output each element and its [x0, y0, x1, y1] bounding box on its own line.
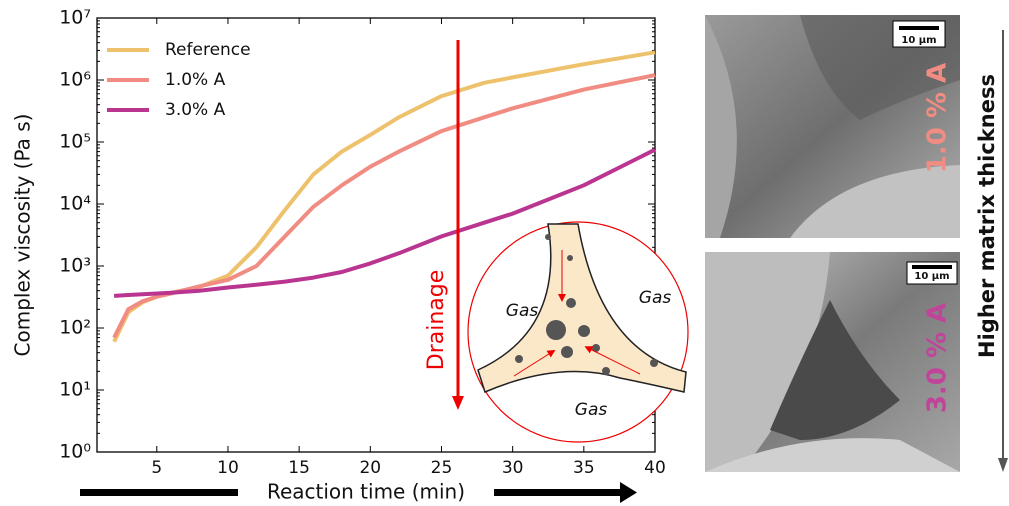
x-tick-label: 20 — [359, 458, 381, 478]
scale-bar-label: 10 µm — [914, 271, 949, 282]
x-tick-label: 15 — [288, 458, 310, 478]
inclusion — [578, 325, 590, 337]
plot-frame — [96, 17, 656, 453]
inclusion — [546, 320, 566, 340]
inclusion — [567, 255, 573, 261]
time-arrow-head — [620, 482, 637, 503]
series-line — [112, 73, 656, 339]
inset-label: Gas — [639, 288, 672, 308]
series-line — [113, 147, 656, 298]
inclusion — [602, 367, 610, 375]
y-tick-label: 10² — [59, 317, 91, 339]
flow-arrow — [513, 349, 556, 377]
inclusion — [515, 355, 523, 363]
y-tick-label: 10¹ — [59, 379, 91, 401]
image-label: 1.0 % A — [923, 63, 953, 173]
image-label: 3.0 % A — [923, 303, 953, 413]
time-arrow — [494, 489, 622, 496]
time-arrow-tail — [80, 489, 238, 496]
sem-image-1 — [705, 15, 960, 238]
legend-label: Reference — [165, 40, 251, 60]
side-label: Higher matrix thickness — [975, 74, 999, 358]
x-tick-label: 25 — [431, 458, 453, 478]
y-tick-label: 10⁷ — [59, 7, 91, 29]
inclusion — [566, 298, 576, 308]
y-tick-label: 10⁵ — [59, 131, 91, 153]
x-tick-label: 35 — [573, 458, 595, 478]
legend-label: 3.0% A — [165, 100, 226, 120]
annotation: Drainage — [424, 270, 449, 371]
y-tick-label: 10³ — [59, 255, 91, 277]
drainage-arrow-head — [452, 396, 464, 410]
y-tick-label: 10⁶ — [59, 69, 91, 91]
x-axis-label: Reaction time (min) — [267, 480, 465, 504]
x-tick-label: 10 — [217, 458, 239, 478]
side-arrow-head — [998, 458, 1008, 472]
x-tick-label: 30 — [502, 458, 524, 478]
y-tick-label: 10⁰ — [59, 441, 91, 463]
scale-bar-label: 10 µm — [901, 35, 936, 46]
x-tick-label: 5 — [151, 458, 162, 478]
inclusion — [545, 234, 551, 240]
inset-label: Gas — [575, 400, 608, 420]
inclusion — [561, 346, 573, 358]
y-axis-label: Complex viscosity (Pa s) — [11, 114, 35, 357]
legend-label: 1.0% A — [165, 70, 226, 90]
x-tick-label: 40 — [644, 458, 666, 478]
inclusion — [650, 359, 658, 367]
inset-label: Gas — [506, 301, 539, 321]
y-tick-label: 10⁴ — [59, 193, 91, 215]
plateau-border — [477, 223, 687, 394]
flow-arrow — [584, 346, 641, 375]
inclusion — [592, 344, 600, 352]
sem-image-2 — [705, 252, 960, 472]
